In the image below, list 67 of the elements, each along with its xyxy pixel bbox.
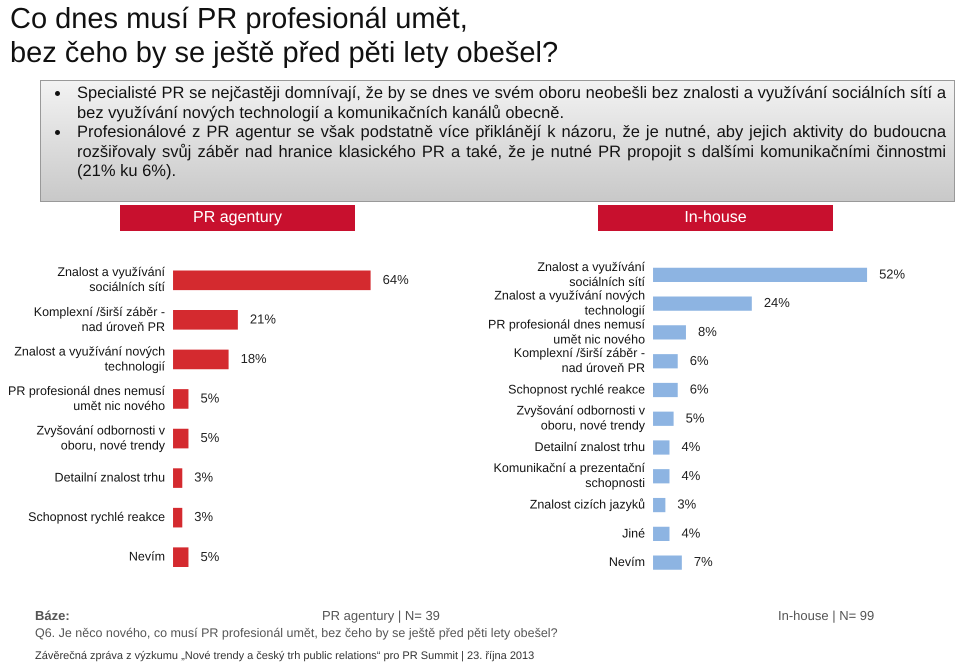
bar	[173, 428, 188, 448]
data-label: 18%	[240, 350, 268, 366]
data-label: 24%	[764, 295, 790, 310]
bar	[653, 354, 678, 368]
data-label: 3%	[194, 470, 214, 485]
bar	[173, 468, 182, 488]
y-tick-label: Schopnost rychlé reakce	[28, 510, 166, 524]
data-label: 4%	[681, 439, 701, 454]
data-label: 6%	[690, 382, 709, 397]
chart-title: PR agentury	[120, 205, 355, 231]
text: Q6. Je něco nového, co musí PR profesionál umět, bez čeho by se ještě před pěti lety obešel?	[35, 626, 558, 640]
bar	[653, 325, 686, 340]
data-label: 6%	[690, 352, 709, 368]
y-tick-label: Znalost a využívání sociálních sítí	[57, 265, 166, 294]
bar	[653, 268, 868, 282]
text: Co dnes musí PR profesionál umět, bez čeho by se ještě před pěti lety obešel?	[10, 2, 558, 70]
bar	[653, 296, 752, 311]
data-label: 21%	[250, 311, 276, 326]
text: In-house | N= 99	[778, 608, 874, 623]
bar	[173, 547, 188, 568]
y-tick-label: Detailní znalost trhu	[534, 440, 646, 454]
y-tick-label: Komplexní /širší záběr - nad úroveň PR	[34, 304, 166, 334]
data-label: 5%	[200, 430, 220, 446]
text: Specialisté PR se nejčastěji domnívají, že by se dnes ve svém oboru neobešli bez znalosti a využívání sociálních sítí a bez využívání nových technologií a komunikačních kanálů obecně.	[77, 84, 946, 123]
y-tick-label: Jiné	[622, 526, 646, 540]
data-label: 52%	[879, 266, 906, 282]
data-label: 4%	[681, 468, 701, 483]
y-tick-label: Zvyšování odbornosti v oboru, nové trendy	[516, 404, 646, 433]
data-label: 5%	[200, 390, 220, 406]
bar	[653, 382, 678, 398]
text: Profesionálové z PR agentur se však podstatně více přiklánějí k názoru, že je nutné, aby jejich aktivity do budoucna rozšiřovaly svůj záběr nad hranice klasického PR a také, že je nutné PR propojit s dalšími komunikačními činnostmi (21% ku 6%).	[77, 123, 946, 182]
bar	[653, 526, 670, 541]
data-label: 3%	[194, 509, 214, 524]
bar	[653, 412, 674, 426]
bar	[653, 440, 670, 455]
data-label: 64%	[382, 272, 410, 287]
text: Závěrečná zpráva z výzkumu „Nové trendy a český trh public relations“ pro PR Summit | 23. října 2013	[35, 650, 534, 662]
bar	[173, 310, 238, 330]
bar	[173, 508, 182, 528]
bar	[173, 350, 229, 370]
bar	[173, 270, 371, 290]
y-tick-label: Znalost a využívání nových technologií	[494, 288, 646, 318]
y-tick-label: Komplexní /širší záběr - nad úroveň PR	[514, 346, 646, 376]
y-tick-label: Znalost cizích jazyků	[530, 498, 646, 512]
data-label: 4%	[681, 525, 701, 540]
bar	[653, 498, 666, 512]
data-label: 3%	[677, 496, 697, 512]
y-tick-label: Komunikační a prezentační schopnosti	[494, 461, 646, 490]
y-tick-label: Schopnost rychlé reakce	[508, 382, 646, 396]
y-tick-label: Nevím	[608, 555, 646, 570]
bar	[173, 389, 188, 409]
y-tick-label: Detailní znalost trhu	[54, 470, 166, 485]
data-label: 5%	[200, 548, 220, 564]
text: PR agentury | N= 39	[322, 608, 440, 623]
y-tick-label: Nevím	[128, 550, 166, 564]
y-tick-label: PR profesionál dnes nemusí umět nic nového	[488, 317, 646, 346]
y-tick-label: Zvyšování odbornosti v oboru, nové trendy	[36, 423, 166, 452]
chart-title: In-house	[598, 205, 833, 231]
y-tick-label: PR profesionál dnes nemusí umět nic nového	[8, 384, 166, 413]
bar	[653, 469, 670, 484]
y-tick-label: Znalost a využívání nových technologií	[14, 344, 166, 374]
text: Báze:	[35, 608, 70, 623]
bar	[653, 555, 682, 570]
data-label: 7%	[694, 554, 714, 570]
y-tick-label: Znalost a využívání sociálních sítí	[537, 260, 646, 289]
data-label: 5%	[686, 410, 705, 426]
data-label: 8%	[698, 324, 718, 340]
